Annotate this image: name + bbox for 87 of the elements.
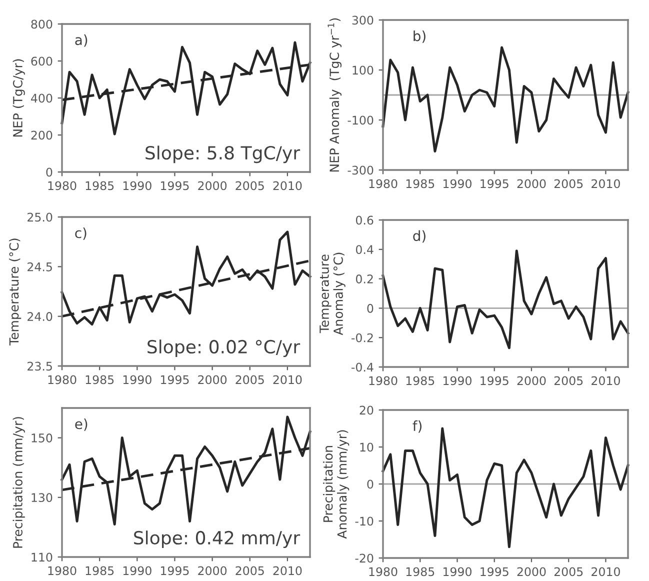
x-tick-label: 1990 bbox=[444, 376, 472, 386]
y-tick-label: -100 bbox=[348, 116, 374, 125]
annotation: e) bbox=[75, 418, 88, 431]
x-tick-label: 1980 bbox=[369, 179, 398, 188]
x-tick-label: 1990 bbox=[123, 566, 152, 576]
annotation: c) bbox=[75, 227, 86, 240]
y-tick-label: -0.2 bbox=[352, 333, 373, 342]
y-axis-title: Temperature (°C) bbox=[9, 238, 22, 346]
x-tick-label: 2000 bbox=[198, 181, 227, 190]
x-tick-label: 2005 bbox=[236, 181, 264, 190]
annotation: f) bbox=[412, 420, 422, 433]
y-tick-label: 20 bbox=[360, 406, 374, 415]
y-axis-title: Precipitation (mm/yr) bbox=[12, 417, 25, 548]
x-tick-label: 1980 bbox=[369, 567, 398, 576]
x-tick-label: 2010 bbox=[273, 566, 302, 576]
x-tick-label: 1980 bbox=[48, 375, 76, 384]
y-tick-label: -20 bbox=[355, 554, 374, 563]
annotation: b) bbox=[414, 30, 426, 43]
x-tick-label: 1985 bbox=[86, 566, 114, 576]
y-tick-label: 130 bbox=[32, 493, 52, 502]
y-axis-title: NEP (TgC/yr) bbox=[12, 59, 25, 137]
y-tick-label: 24.5 bbox=[28, 262, 52, 272]
annotation: Slope: 0.42 mm/yr bbox=[134, 530, 300, 548]
annotation: d) bbox=[413, 230, 426, 243]
y-tick-label: 100 bbox=[352, 66, 374, 75]
line-series bbox=[60, 416, 312, 526]
line-series bbox=[382, 46, 630, 152]
x-tick-label: 2005 bbox=[554, 179, 583, 188]
x-tick-label: 2005 bbox=[236, 375, 264, 384]
x-tick-label: 1990 bbox=[123, 181, 152, 190]
annotation: a) bbox=[75, 34, 88, 47]
x-tick-label: 1995 bbox=[480, 179, 508, 188]
y-tick-label: 400 bbox=[31, 94, 52, 103]
y-tick-label: 110 bbox=[32, 552, 52, 562]
x-tick-label: 2000 bbox=[517, 567, 546, 576]
x-tick-label: 1990 bbox=[123, 375, 152, 384]
x-tick-label: 1980 bbox=[48, 181, 76, 190]
x-tick-label: 2010 bbox=[592, 179, 620, 188]
x-tick-label: 1980 bbox=[369, 376, 398, 386]
y-tick-label: -0.4 bbox=[352, 362, 374, 372]
y-tick-label: 600 bbox=[31, 56, 52, 66]
x-tick-label: 1985 bbox=[86, 181, 114, 190]
y-tick-label: 0.4 bbox=[356, 245, 374, 254]
y-tick-label: 24.0 bbox=[28, 312, 52, 321]
y-axis-title: NEP Anomaly (TgC yr$^{−1}$) bbox=[328, 18, 342, 172]
y-axis-title: Temperature Anomaly (°C) bbox=[320, 252, 346, 336]
x-tick-label: 2005 bbox=[554, 376, 583, 386]
x-tick-label: 2000 bbox=[198, 566, 227, 576]
y-tick-label: 0 bbox=[367, 480, 374, 489]
y-tick-label: 0 bbox=[367, 304, 374, 313]
x-tick-label: 2005 bbox=[236, 566, 264, 576]
x-tick-label: 1980 bbox=[48, 566, 76, 576]
x-tick-label: 1985 bbox=[406, 567, 434, 576]
y-tick-label: 0.6 bbox=[356, 216, 374, 225]
x-tick-label: 1995 bbox=[161, 375, 189, 384]
y-tick-label: 0.2 bbox=[356, 274, 373, 284]
x-tick-label: 1995 bbox=[161, 181, 189, 190]
x-tick-label: 2010 bbox=[273, 181, 302, 190]
y-tick-label: 300 bbox=[352, 16, 374, 25]
x-tick-label: 2010 bbox=[273, 375, 302, 384]
y-tick-label: 800 bbox=[31, 20, 52, 29]
line-series bbox=[382, 250, 630, 350]
x-tick-label: 2000 bbox=[517, 179, 546, 188]
x-tick-label: 2005 bbox=[554, 567, 583, 576]
y-tick-label: 23.5 bbox=[28, 362, 52, 371]
y-tick-label: -10 bbox=[355, 516, 374, 526]
y-axis-title: Precipitation Anomaly (mm/yr) bbox=[323, 430, 350, 539]
y-tick-label: 200 bbox=[31, 130, 52, 140]
annotation: Slope: 0.02 °C/yr bbox=[148, 340, 300, 358]
x-tick-label: 1995 bbox=[161, 566, 189, 576]
x-tick-label: 2000 bbox=[517, 376, 546, 386]
x-tick-label: 1995 bbox=[480, 376, 508, 386]
x-tick-label: 1990 bbox=[444, 567, 472, 576]
x-tick-label: 1985 bbox=[86, 375, 114, 384]
x-tick-label: 1985 bbox=[406, 376, 434, 386]
annotation: Slope: 5.8 TgC/yr bbox=[146, 146, 300, 164]
x-tick-label: 1985 bbox=[406, 179, 434, 188]
y-tick-label: 150 bbox=[32, 434, 52, 442]
x-tick-label: 1995 bbox=[480, 567, 508, 576]
y-tick-label: 10 bbox=[360, 442, 374, 452]
y-tick-label: -300 bbox=[348, 166, 374, 175]
x-tick-label: 2010 bbox=[592, 567, 620, 576]
x-tick-label: 1990 bbox=[444, 179, 472, 188]
y-tick-label: 25.0 bbox=[28, 212, 52, 222]
x-tick-label: 2010 bbox=[592, 376, 620, 386]
x-tick-label: 2000 bbox=[198, 375, 227, 384]
y-tick-label: 0 bbox=[46, 168, 52, 177]
